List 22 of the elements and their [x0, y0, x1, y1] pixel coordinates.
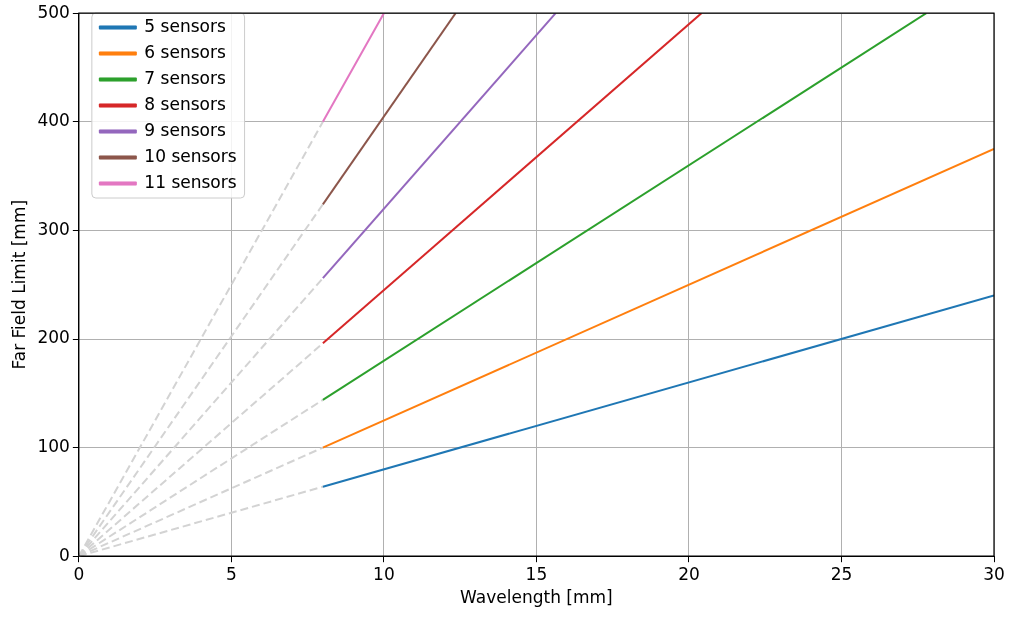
x-axis-title: Wavelength [mm] [460, 587, 613, 608]
x-tick-label: 30 [983, 563, 1005, 584]
legend-label: 7 sensors [144, 67, 226, 88]
x-tick-label: 5 [225, 563, 237, 584]
y-tick-label: 500 [37, 1, 70, 22]
legend-label: 11 sensors [144, 171, 237, 192]
x-tick-label: 20 [678, 563, 700, 584]
y-tick-label: 0 [59, 544, 70, 565]
y-tick-label: 300 [37, 218, 70, 239]
x-tick-label: 15 [525, 563, 548, 584]
y-tick-label: 100 [37, 436, 70, 457]
x-tick-label: 0 [73, 563, 85, 584]
legend-label: 5 sensors [144, 15, 226, 36]
y-tick-label: 400 [37, 110, 70, 131]
x-tick-label: 10 [373, 563, 395, 584]
x-tick-label: 25 [830, 563, 853, 584]
y-tick-label: 200 [37, 327, 70, 348]
legend-label: 10 sensors [144, 145, 237, 166]
y-axis-title: Far Field Limit [mm] [8, 199, 29, 370]
legend-label: 6 sensors [144, 41, 226, 62]
legend-label: 8 sensors [144, 93, 226, 114]
legend-label: 9 sensors [144, 119, 226, 140]
